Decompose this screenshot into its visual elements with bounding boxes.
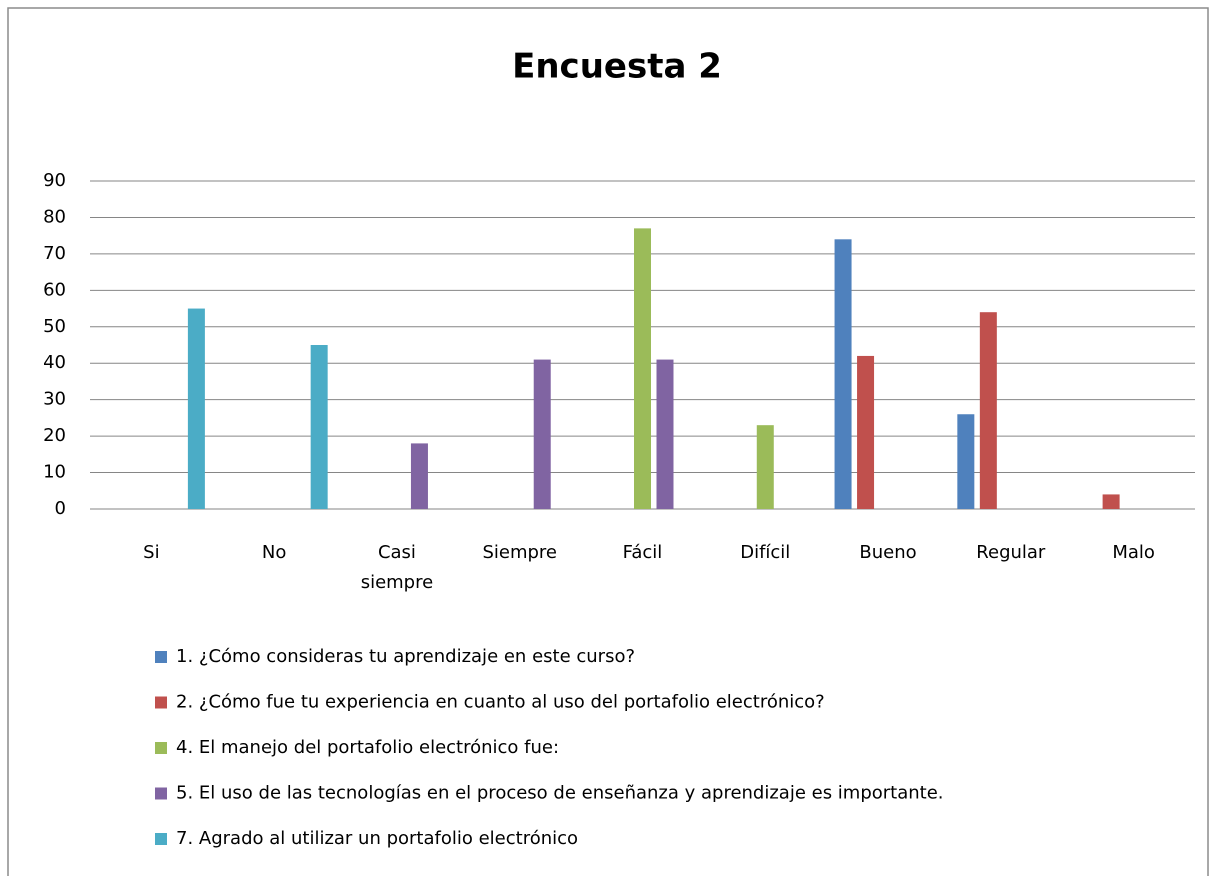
x-tick-label: No xyxy=(261,542,287,563)
x-tick-label: Difícil xyxy=(740,542,791,563)
bar xyxy=(857,355,875,509)
bar xyxy=(979,312,997,509)
x-tick-label: Bueno xyxy=(859,542,917,563)
legend-swatch xyxy=(155,787,167,800)
legend-swatch xyxy=(155,651,167,663)
legend-label: 1. ¿Cómo consideras tu aprendizaje en es… xyxy=(176,646,635,667)
y-tick-label: 70 xyxy=(43,243,66,264)
x-tick-label: Siempre xyxy=(482,542,557,563)
legend-swatch xyxy=(155,833,167,845)
bar xyxy=(957,414,975,509)
bar xyxy=(834,239,852,510)
x-tick-label: Malo xyxy=(1112,542,1155,563)
y-tick-label: 10 xyxy=(43,462,66,483)
y-tick-label: 60 xyxy=(43,279,66,300)
chart-frame xyxy=(7,7,1209,876)
bar xyxy=(656,359,674,509)
y-tick-label: 90 xyxy=(43,170,66,191)
legend-label: 5. El uso de las tecnologías en el proce… xyxy=(176,783,944,804)
legend-swatch xyxy=(155,696,167,709)
bar xyxy=(187,308,205,509)
x-tick-label: Regular xyxy=(976,542,1046,563)
x-tick-label: Casi siempre xyxy=(360,542,434,593)
bar xyxy=(533,359,551,509)
y-tick-label: 20 xyxy=(43,425,66,446)
bar xyxy=(410,443,428,509)
y-tick-label: 40 xyxy=(43,352,66,373)
legend-label: 7. Agrado al utilizar un portafolio elec… xyxy=(176,828,578,849)
chart-title: Encuesta 2 xyxy=(512,47,722,87)
y-tick-label: 80 xyxy=(43,206,66,227)
bar xyxy=(1102,494,1120,509)
x-tick-label: Si xyxy=(143,542,160,563)
bar xyxy=(634,228,651,509)
y-tick-label: 50 xyxy=(43,316,66,337)
y-tick-label: 0 xyxy=(55,498,66,519)
x-tick-label: Fácil xyxy=(622,542,663,563)
y-tick-label: 30 xyxy=(43,389,66,410)
bar xyxy=(756,425,774,509)
legend-label: 2. ¿Cómo fue tu experiencia en cuanto al… xyxy=(176,692,825,713)
legend-label: 4. El manejo del portafolio electrónico … xyxy=(176,737,559,758)
bar xyxy=(310,345,328,509)
legend-swatch xyxy=(155,742,167,754)
